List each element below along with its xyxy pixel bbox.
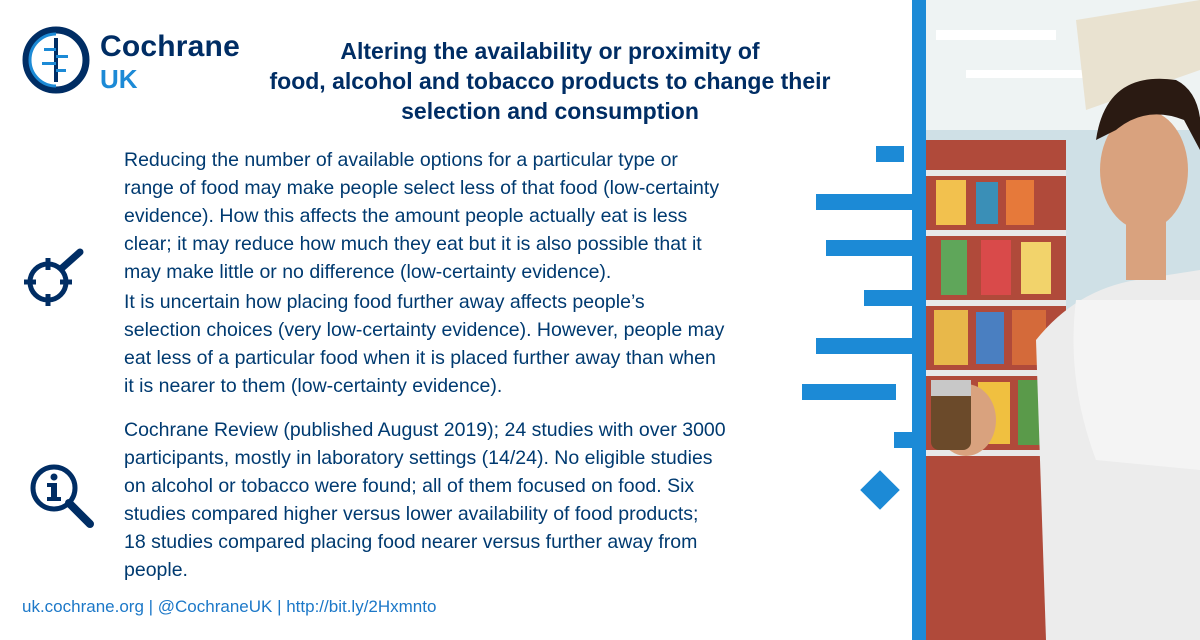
accent-bar (816, 194, 940, 210)
cochrane-uk-logo: Cochrane UK (22, 22, 240, 102)
logo-wordmark-uk: UK (100, 64, 138, 94)
accent-vertical-bar (912, 0, 926, 640)
accent-bar (876, 146, 904, 162)
accent-bar (826, 240, 940, 256)
review-summary-paragraph: Cochrane Review (published August 2019);… (124, 419, 726, 581)
logo-wordmark-cochrane: Cochrane (100, 30, 240, 63)
target-search-icon (22, 248, 90, 308)
title-line: food, alcohol and tobacco products to ch… (269, 68, 831, 94)
page-title: Altering the availability or proximity o… (240, 36, 860, 126)
findings-paragraph-availability: Reducing the number of available options… (124, 149, 720, 283)
cochrane-logo-icon (22, 26, 90, 94)
findings-paragraph-proximity: It is uncertain how placing food further… (124, 291, 725, 397)
footer-links[interactable]: uk.cochrane.org | @CochraneUK | http://b… (22, 597, 437, 616)
title-line: selection and consumption (401, 98, 699, 124)
accent-bar (802, 384, 896, 400)
infographic-panel (0, 0, 912, 640)
info-magnifier-icon (28, 462, 96, 530)
supermarket-shopper-photo (926, 0, 1200, 640)
accent-bar (816, 338, 944, 354)
title-line: Altering the availability or proximity o… (340, 38, 760, 64)
